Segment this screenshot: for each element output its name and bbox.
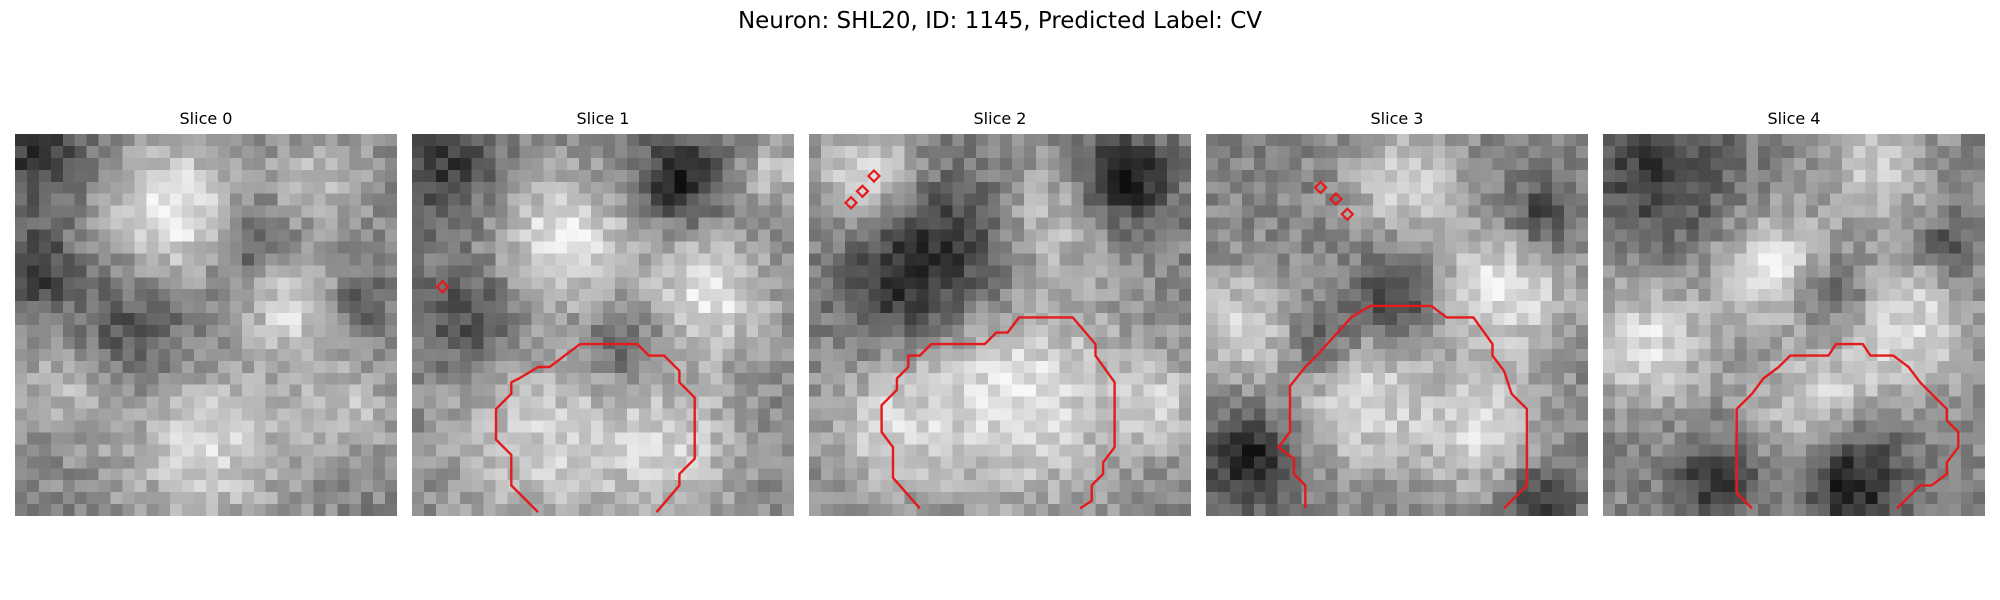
panel-title: Slice 1 [576, 109, 630, 128]
diamond-marker [435, 279, 450, 294]
diamond-marker [855, 184, 870, 199]
segmentation-contour [494, 342, 696, 514]
pixel-grid [412, 134, 794, 516]
diamond-marker [1313, 180, 1328, 195]
diamond-marker [1328, 191, 1343, 206]
panel-slice-1: Slice 1 [412, 109, 794, 516]
slice-image [809, 134, 1191, 516]
diamond-marker [843, 195, 859, 210]
slice-image [1206, 134, 1588, 516]
panel-slice-3: Slice 3 [1206, 109, 1588, 516]
panel-slice-4: Slice 4 [1603, 109, 1985, 516]
slice-image [1603, 134, 1985, 516]
segmentation-contour [1735, 342, 1960, 510]
figure-title: Neuron: SHL20, ID: 1145, Predicted Label… [737, 8, 1263, 34]
pixel-grid [15, 134, 397, 516]
panel-title: Slice 0 [179, 109, 233, 128]
panel-title: Slice 2 [973, 109, 1027, 128]
segmentation-contour [1277, 304, 1529, 510]
diamond-marker [1340, 207, 1355, 222]
panel-slice-2: Slice 2 [809, 109, 1191, 516]
diamond-marker [866, 168, 881, 184]
panel-title: Slice 3 [1370, 109, 1424, 128]
pixel-grid [1603, 134, 1985, 516]
slice-image [412, 134, 794, 516]
slice-image [15, 134, 397, 516]
panel-slice-0: Slice 0 [15, 109, 397, 516]
pixel-grid [809, 134, 1191, 516]
pixel-grid [1206, 134, 1588, 516]
segmentation-contour [880, 316, 1116, 510]
panel-title: Slice 4 [1767, 109, 1821, 128]
